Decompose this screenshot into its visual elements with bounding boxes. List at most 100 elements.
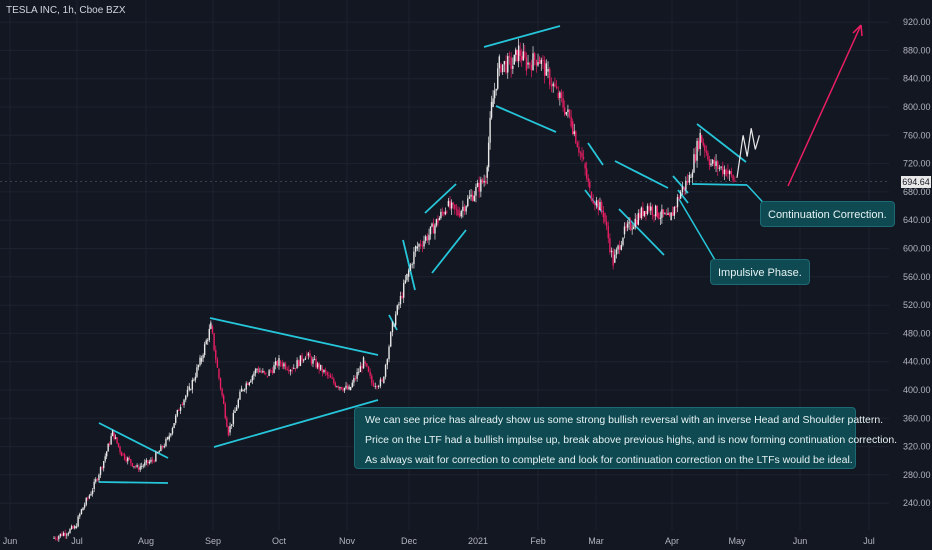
continuation-note[interactable]: Continuation Correction. [760, 201, 895, 227]
candle-body [257, 368, 260, 373]
chart-title: TESLA INC, 1h, Cboe BZX [6, 5, 126, 16]
candle-body [90, 493, 92, 496]
candle-body [582, 156, 585, 159]
candle-body [489, 117, 491, 143]
candle-body [685, 180, 687, 190]
candle-body [191, 380, 194, 390]
candle-body [384, 364, 387, 377]
candle-body [268, 370, 270, 376]
candle-body [391, 321, 394, 333]
candle-body [732, 175, 734, 181]
candle-body [254, 369, 257, 374]
candle-body [105, 451, 108, 457]
candle-body [54, 537, 57, 539]
candle-body [260, 371, 263, 373]
candle-body [111, 430, 114, 437]
candle-body [288, 369, 290, 372]
candle-body [620, 244, 623, 250]
candle-body [61, 533, 63, 536]
candle-body [113, 432, 115, 439]
candle-body [266, 375, 269, 377]
candle-body [299, 355, 302, 367]
candle-body [485, 180, 487, 183]
y-axis: 240.00 280.00 320.00 360.00 400.00 440.00 480.… [889, 0, 932, 550]
candle-body [632, 227, 635, 229]
candle-body [366, 363, 368, 367]
candle-body [345, 385, 347, 388]
pattern-line [618, 208, 665, 256]
candle-body [492, 98, 494, 107]
candle-body [597, 200, 599, 211]
candle-body [125, 459, 127, 462]
impulsive-note[interactable]: Impulsive Phase. [710, 259, 810, 285]
candle-body [471, 194, 474, 201]
candle-body [614, 254, 616, 263]
candle-body [302, 359, 305, 361]
analysis-note[interactable]: We can see price has already show us som… [354, 407, 897, 469]
candle-body [658, 213, 660, 219]
candle-body [133, 466, 135, 468]
candle-body [354, 378, 357, 379]
candle-body [123, 454, 126, 460]
candle-body [367, 366, 370, 372]
y-tick-label: 720.00 [903, 159, 931, 169]
candle-body [424, 236, 427, 241]
candle-body [67, 533, 70, 535]
candle-body [428, 234, 430, 241]
candle-body [393, 325, 395, 327]
candle-body [718, 167, 721, 169]
candle-body [454, 204, 456, 209]
x-tick-label: 2021 [468, 536, 488, 546]
candle-body [114, 437, 117, 439]
candle-body [339, 387, 341, 388]
candle-body [148, 461, 151, 464]
candle-body [262, 371, 264, 373]
candle-body [145, 460, 148, 463]
candle-body [53, 537, 55, 539]
candle-body [600, 202, 603, 211]
candle-body [615, 249, 618, 255]
candle-body [668, 213, 671, 216]
candle-body [151, 459, 154, 462]
candle-body [59, 533, 62, 537]
candle-body [232, 412, 235, 425]
candle-body [231, 424, 233, 426]
candle-body [271, 370, 274, 374]
candle-body [563, 107, 566, 115]
candle-body [208, 328, 210, 340]
pattern-line [431, 229, 467, 274]
candle-body [599, 202, 601, 211]
candle-body [399, 295, 402, 305]
candle-body [515, 49, 517, 55]
pattern-line [587, 142, 604, 166]
candle-body [407, 270, 410, 277]
pattern-line [98, 422, 169, 459]
candle-body [342, 389, 344, 391]
candle-body [639, 213, 641, 219]
candle-body [562, 97, 564, 108]
candle-body [358, 372, 360, 373]
candle-body [334, 382, 337, 387]
candle-body [210, 322, 212, 329]
candle-body [331, 377, 333, 379]
candle-body [525, 57, 528, 71]
candle-body [446, 211, 448, 213]
candle-body [374, 385, 376, 387]
candle-body [110, 436, 112, 445]
candle-body [263, 371, 266, 373]
candle-body [575, 131, 577, 144]
candle-body [519, 50, 521, 56]
candle-body [498, 56, 500, 69]
x-tick-label: Apr [665, 536, 679, 546]
candle-body [107, 443, 109, 452]
pattern-line [495, 105, 557, 133]
candle-body [131, 463, 134, 467]
x-tick-label: Dec [401, 536, 418, 546]
candle-body [429, 226, 432, 235]
candle-body [329, 375, 332, 378]
candle-body [250, 380, 252, 383]
candle-body [309, 353, 311, 358]
candle-body [75, 526, 78, 528]
candle-body [490, 101, 493, 118]
